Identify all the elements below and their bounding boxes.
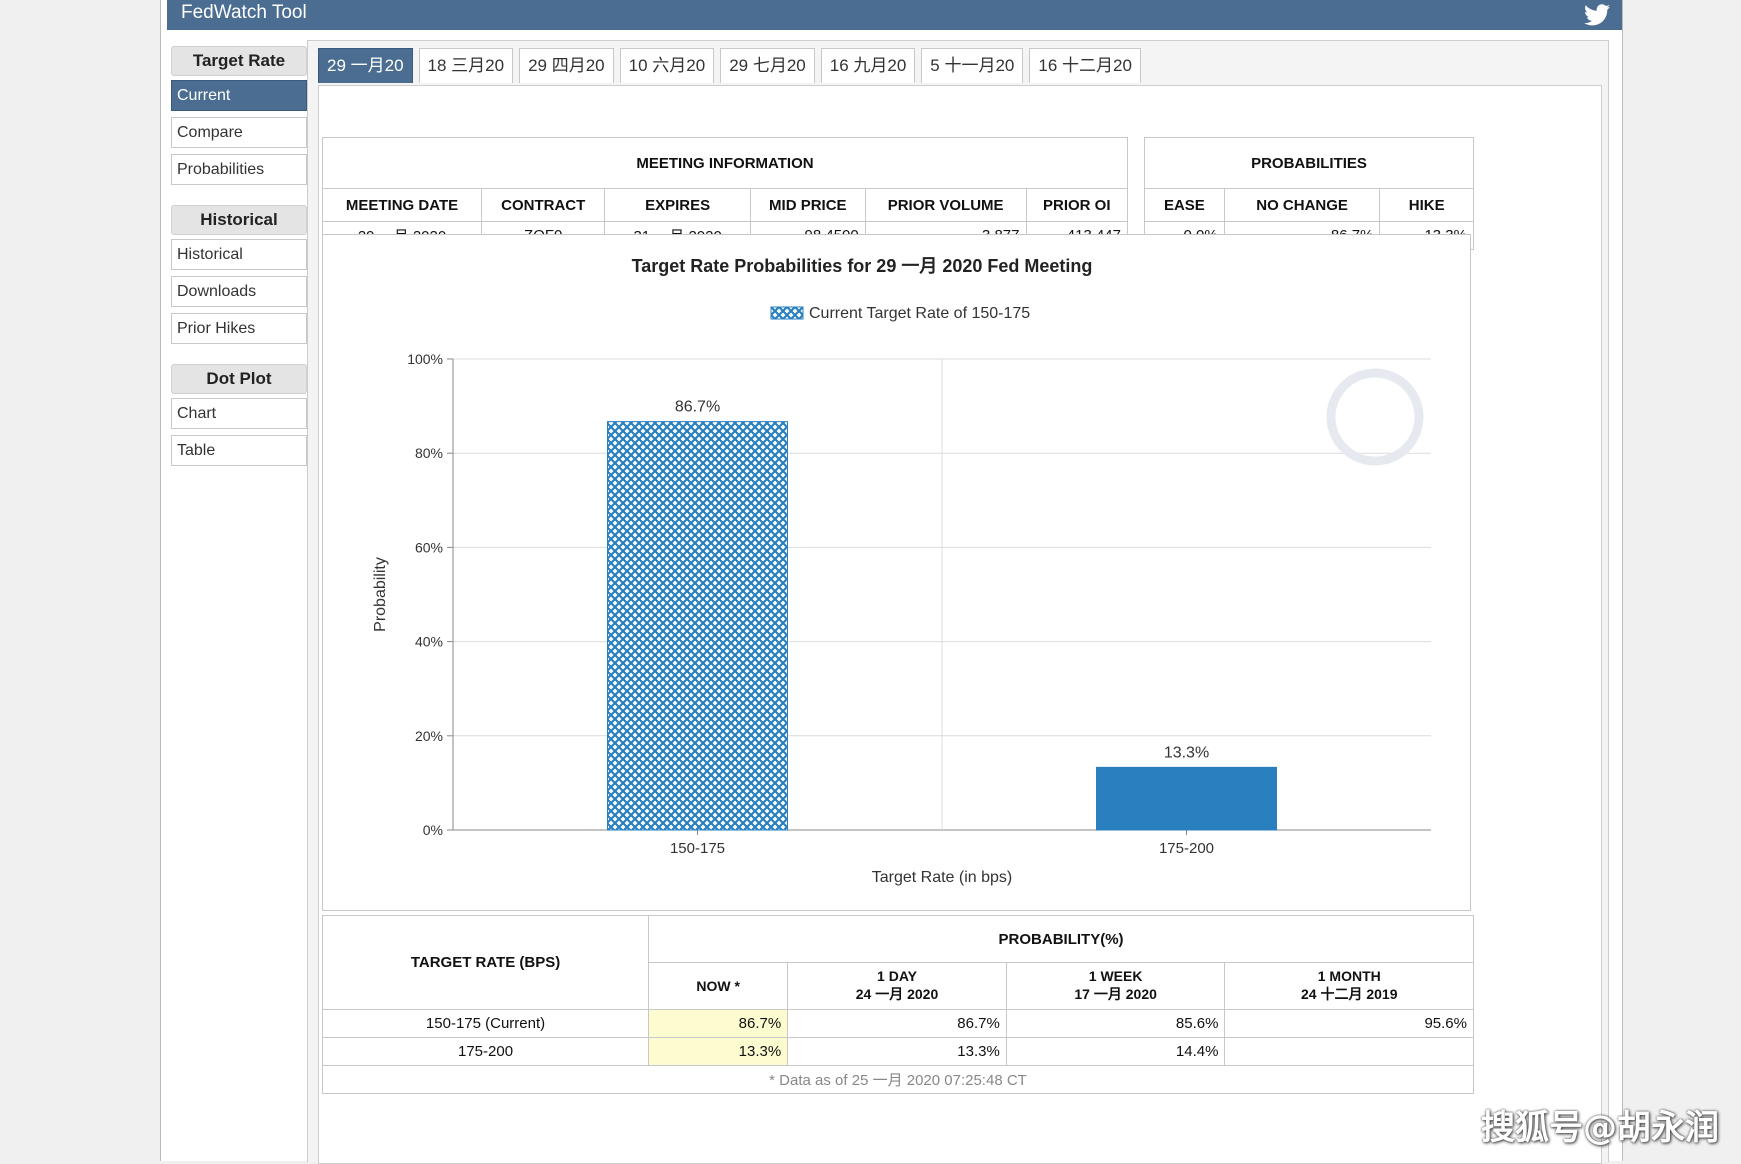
nav-item-probabilities[interactable]: Probabilities (171, 154, 307, 185)
probability-cell: 14.4% (1005, 1037, 1226, 1066)
left-nav: Target Rate Current Compare Probabilities Hi… (171, 46, 307, 472)
meeting-col-expires: EXPIRES (604, 188, 751, 222)
prob-col-hike: HIKE (1379, 188, 1474, 222)
data-timestamp-note: * Data as of 25 一月 2020 07:25:48 CT (322, 1065, 1474, 1094)
meeting-col-mid-price: MID PRICE (749, 188, 866, 222)
meeting-col-meeting-date: MEETING DATE (321, 188, 483, 222)
cme-logo-icon (1326, 368, 1424, 466)
table-row: 150-175 (Current) 86.7% 86.7% 85.6% 95.6% (321, 1009, 1474, 1038)
x-axis-title: Target Rate (in bps) (872, 869, 1013, 886)
probability-chart: Target Rate Probabilities for 29 一月 2020… (322, 234, 1471, 911)
probability-cell: 95.6% (1224, 1009, 1474, 1038)
nav-item-current[interactable]: Current (171, 80, 307, 111)
nav-item-prior-hikes[interactable]: Prior Hikes (171, 313, 307, 344)
tab-meeting-2[interactable]: 18 三月20 (418, 48, 514, 83)
meeting-col-contract: CONTRACT (481, 188, 606, 222)
probabilities-header: PROBABILITIES (1144, 137, 1474, 189)
twitter-icon[interactable] (1584, 3, 1610, 27)
nav-spacer (171, 350, 307, 364)
meeting-col-prior-oi: PRIOR OI (1025, 188, 1128, 222)
x-tick-label: 150-175 (670, 840, 725, 857)
title-bar: FedWatch Tool (167, 0, 1622, 30)
tab-meeting-8[interactable]: 16 十二月20 (1029, 48, 1141, 83)
nav-item-compare[interactable]: Compare (171, 117, 307, 148)
legend-swatch (770, 306, 804, 320)
nav-header-target-rate: Target Rate (171, 46, 307, 76)
y-axis-title: Probability (372, 557, 389, 632)
fedwatch-app: FedWatch Tool Target Rate Current Compare P… (160, 0, 1623, 1164)
main-panel: 29 一月20 18 三月20 29 四月20 10 六月20 29 七月20 16 九月… (307, 40, 1609, 1164)
meeting-col-prior-volume: PRIOR VOLUME (864, 188, 1027, 222)
y-tick-label: 60% (415, 539, 443, 555)
nav-item-chart[interactable]: Chart (171, 398, 307, 429)
meeting-tabs: 29 一月20 18 三月20 29 四月20 10 六月20 29 七月20 16 九月… (318, 48, 1147, 84)
nav-item-downloads[interactable]: Downloads (171, 276, 307, 307)
prob-col-2: 1 DAY 24 一月 2020 (787, 962, 1007, 1010)
prob-col-3: 1 WEEK 17 一月 2020 (1005, 962, 1226, 1010)
tab-meeting-5[interactable]: 29 七月20 (720, 48, 815, 83)
probability-cell: 86.7% (648, 1009, 789, 1038)
x-tick-label: 175-200 (1159, 840, 1214, 857)
probability-cell: 85.6% (1005, 1009, 1226, 1038)
tab-meeting-4[interactable]: 10 六月20 (619, 48, 715, 83)
nav-header-historical: Historical (171, 205, 307, 235)
probability-cell: 13.3% (648, 1037, 789, 1066)
col-date: 24 十二月 2019 (1300, 986, 1398, 1002)
table-row: 175-200 13.3% 13.3% 14.4% (321, 1037, 1474, 1066)
col-title: 1 DAY (877, 968, 917, 984)
chart-title: Target Rate Probabilities for 29 一月 2020… (632, 256, 1093, 276)
probability-cell: 13.3% (787, 1037, 1007, 1066)
target-rate-label: 175-200 (321, 1037, 650, 1066)
legend-label: Current Target Rate of 150-175 (809, 305, 1030, 322)
tab-meeting-6[interactable]: 16 九月20 (820, 48, 916, 83)
tab-meeting-7[interactable]: 5 十一月20 (921, 48, 1024, 83)
tab-meeting-3[interactable]: 29 四月20 (519, 48, 614, 83)
tab-meeting-1[interactable]: 29 一月20 (318, 48, 413, 83)
prob-col-no-change: NO CHANGE (1223, 188, 1381, 222)
app-title: FedWatch Tool (181, 2, 307, 23)
y-tick-label: 0% (423, 822, 443, 838)
meeting-info-header: MEETING INFORMATION (322, 137, 1128, 189)
col-title: NOW * (696, 978, 740, 994)
nav-item-table[interactable]: Table (171, 435, 307, 466)
y-tick-label: 100% (407, 351, 443, 367)
probability-cell: 86.7% (787, 1009, 1007, 1038)
content-area: MEETING INFORMATION MEETING DATE CONTRACT… (318, 85, 1602, 1164)
nav-header-dot-plot: Dot Plot (171, 364, 307, 394)
probability-header: PROBABILITY(%) (648, 915, 1474, 963)
y-tick-label: 40% (415, 634, 443, 650)
prob-col-4: 1 MONTH 24 十二月 2019 (1224, 962, 1474, 1010)
target-rate-label: 150-175 (Current) (321, 1009, 650, 1038)
bar-150-175 (607, 421, 788, 831)
prob-col-ease: EASE (1144, 188, 1225, 222)
data-label: 86.7% (675, 399, 720, 416)
chart-svg: Target Rate Probabilities for 29 一月 2020… (372, 256, 1431, 886)
data-label: 13.3% (1164, 744, 1209, 761)
col-title: 1 WEEK (1088, 968, 1143, 984)
watermark: 搜狐号@胡永润 (1481, 1108, 1719, 1148)
col-date: 17 一月 2020 (1074, 986, 1157, 1002)
prob-col-1: NOW * (648, 962, 789, 1010)
probability-cell (1224, 1037, 1474, 1066)
nav-item-historical[interactable]: Historical (171, 239, 307, 270)
target-rate-header: TARGET RATE (BPS) (321, 915, 650, 1010)
target-rate-probability-table: TARGET RATE (BPS) PROBABILITY(%) NOW * 1 … (321, 915, 1474, 1094)
bar-175-200 (1096, 766, 1277, 831)
col-date: 24 一月 2020 (855, 986, 939, 1002)
nav-spacer (171, 191, 307, 205)
col-title: 1 MONTH (1317, 968, 1381, 984)
y-tick-label: 20% (415, 728, 443, 744)
y-tick-label: 80% (415, 445, 443, 461)
